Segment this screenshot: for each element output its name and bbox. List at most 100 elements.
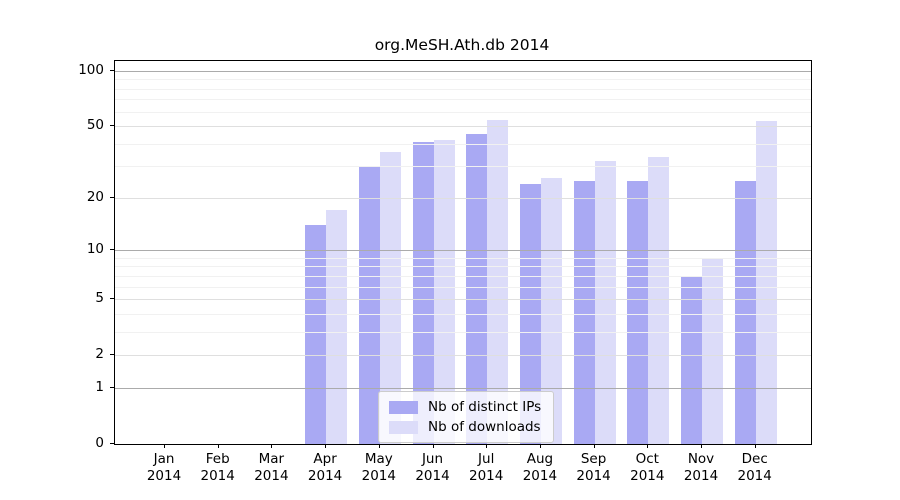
gridline-6 bbox=[115, 286, 811, 288]
gridline-7 bbox=[115, 275, 811, 277]
xtick-mark-sep bbox=[593, 444, 595, 448]
legend: Nb of distinct IPs Nb of downloads bbox=[378, 391, 555, 443]
xtick-year: 2014 bbox=[415, 468, 450, 484]
xtick-label-aug: Aug 2014 bbox=[505, 451, 575, 485]
xtick-year: 2014 bbox=[361, 468, 396, 484]
ytick-mark-1 bbox=[110, 386, 114, 388]
plot-area: Nb of distinct IPs Nb of downloads bbox=[114, 60, 812, 445]
xtick-month: Aug bbox=[526, 451, 554, 467]
xtick-mark-dec bbox=[754, 444, 756, 448]
gridline-100 bbox=[115, 70, 811, 72]
legend-swatch-icon bbox=[389, 400, 418, 414]
bar-apr-downloads bbox=[326, 210, 348, 444]
gridline-20 bbox=[115, 197, 811, 199]
xtick-month: May bbox=[364, 451, 393, 467]
bar-jun-distinct-ips bbox=[412, 141, 434, 444]
gridline-2 bbox=[115, 355, 811, 357]
gridlines-layer bbox=[115, 61, 811, 444]
gridline-10 bbox=[115, 250, 811, 252]
bar-apr-distinct-ips bbox=[305, 225, 327, 444]
gridline-60 bbox=[115, 111, 811, 113]
bar-nov-downloads bbox=[702, 257, 723, 444]
bar-nov-distinct-ips bbox=[681, 275, 702, 444]
bar-may-downloads bbox=[379, 152, 401, 444]
gridline-1 bbox=[115, 387, 811, 389]
bar-jun-downloads bbox=[433, 139, 455, 444]
xtick-month: Nov bbox=[687, 451, 715, 467]
xtick-month: Dec bbox=[741, 451, 768, 467]
xtick-mark-apr bbox=[325, 444, 327, 448]
xtick-year: 2014 bbox=[737, 468, 772, 484]
bar-aug-distinct-ips bbox=[519, 183, 541, 444]
xtick-label-may: May 2014 bbox=[344, 451, 414, 485]
xtick-month: Oct bbox=[635, 451, 659, 467]
xtick-mark-feb bbox=[217, 444, 219, 448]
gridline-80 bbox=[115, 88, 811, 90]
xtick-mark-may bbox=[378, 444, 380, 448]
gridline-90 bbox=[115, 79, 811, 81]
gridline-40 bbox=[115, 143, 811, 145]
bar-dec-downloads bbox=[755, 121, 777, 444]
xtick-month: Apr bbox=[313, 451, 337, 467]
ytick-label-5: 5 bbox=[95, 290, 104, 307]
xtick-label-jul: Jul 2014 bbox=[451, 451, 521, 485]
xtick-mark-jun bbox=[432, 444, 434, 448]
bar-oct-distinct-ips bbox=[627, 180, 649, 444]
xtick-month: Jan bbox=[153, 451, 175, 467]
ytick-mark-2 bbox=[110, 354, 114, 356]
xtick-year: 2014 bbox=[146, 468, 182, 484]
bar-dec-distinct-ips bbox=[734, 180, 756, 444]
ytick-label-2: 2 bbox=[95, 346, 104, 363]
xtick-month: Jul bbox=[478, 451, 495, 467]
bar-sep-downloads bbox=[594, 161, 616, 444]
xtick-year: 2014 bbox=[200, 468, 235, 484]
gridline-70 bbox=[115, 99, 811, 101]
ytick-mark-50 bbox=[110, 125, 114, 126]
gridline-9 bbox=[115, 257, 811, 259]
legend-label: Nb of distinct IPs bbox=[428, 399, 542, 415]
ytick-label-50: 50 bbox=[86, 117, 104, 134]
xtick-label-jan: Jan 2014 bbox=[129, 451, 199, 485]
xtick-mark-mar bbox=[271, 444, 273, 448]
xtick-label-oct: Oct 2014 bbox=[612, 451, 682, 485]
ytick-mark-0 bbox=[110, 443, 114, 444]
gridline-8 bbox=[115, 266, 811, 268]
ytick-label-100: 100 bbox=[78, 61, 104, 78]
ytick-label-10: 10 bbox=[86, 241, 104, 258]
ytick-mark-20 bbox=[110, 196, 114, 198]
bars-layer bbox=[115, 61, 811, 444]
xtick-mark-oct bbox=[647, 444, 649, 448]
ytick-mark-5 bbox=[110, 298, 114, 300]
xtick-month: Sep bbox=[580, 451, 607, 467]
bar-oct-downloads bbox=[648, 156, 670, 444]
chart-title: org.MeSH.Ath.db 2014 bbox=[374, 36, 550, 54]
xtick-label-mar: Mar 2014 bbox=[236, 451, 306, 485]
xtick-year: 2014 bbox=[469, 468, 504, 484]
legend-row-downloads: Nb of downloads bbox=[389, 419, 541, 435]
bar-jul-distinct-ips bbox=[466, 134, 488, 444]
xtick-mark-jul bbox=[486, 444, 488, 448]
gridline-5 bbox=[115, 299, 811, 301]
xtick-mark-aug bbox=[539, 444, 541, 448]
ytick-mark-10 bbox=[110, 249, 114, 251]
xtick-month: Mar bbox=[258, 451, 285, 467]
bar-may-distinct-ips bbox=[358, 166, 380, 444]
xtick-year: 2014 bbox=[630, 468, 665, 484]
legend-row-distinct-ips: Nb of distinct IPs bbox=[389, 399, 541, 415]
gridline-3 bbox=[115, 331, 811, 333]
xtick-year: 2014 bbox=[683, 468, 719, 484]
xtick-month: Feb bbox=[205, 451, 230, 467]
xtick-year: 2014 bbox=[254, 468, 289, 484]
bar-sep-distinct-ips bbox=[573, 180, 595, 444]
xtick-label-jun: Jun 2014 bbox=[398, 451, 468, 485]
gridline-30 bbox=[115, 166, 811, 168]
xtick-label-dec: Dec 2014 bbox=[720, 451, 790, 485]
xtick-label-sep: Sep 2014 bbox=[559, 451, 629, 485]
legend-label: Nb of downloads bbox=[428, 419, 541, 435]
bar-aug-downloads bbox=[540, 177, 562, 444]
bar-jul-downloads bbox=[487, 119, 509, 444]
xtick-year: 2014 bbox=[307, 468, 343, 484]
xtick-year: 2014 bbox=[522, 468, 558, 484]
ytick-label-0: 0 bbox=[95, 435, 104, 451]
